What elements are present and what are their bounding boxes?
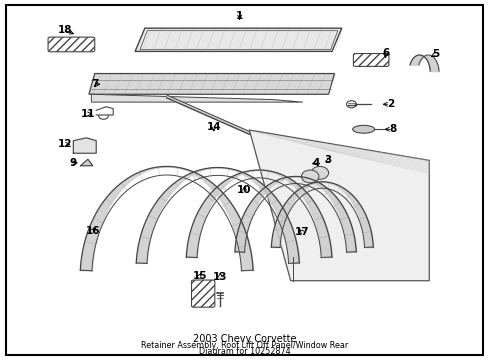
Text: 16: 16 xyxy=(85,226,100,236)
FancyBboxPatch shape xyxy=(353,54,388,66)
Polygon shape xyxy=(89,73,334,94)
Text: Retainer Assembly, Roof Lift Off Panel/Window Rear: Retainer Assembly, Roof Lift Off Panel/W… xyxy=(141,341,347,350)
Polygon shape xyxy=(73,138,96,153)
Text: 14: 14 xyxy=(206,122,221,132)
Text: 12: 12 xyxy=(57,139,72,149)
Polygon shape xyxy=(91,94,302,102)
Text: 17: 17 xyxy=(294,227,308,237)
FancyBboxPatch shape xyxy=(48,37,95,52)
Polygon shape xyxy=(249,130,428,281)
Text: 6: 6 xyxy=(381,48,388,58)
Text: 15: 15 xyxy=(192,271,206,281)
Text: 13: 13 xyxy=(212,272,227,282)
Circle shape xyxy=(310,166,328,179)
Text: 9: 9 xyxy=(70,158,77,168)
Text: 3: 3 xyxy=(324,156,331,165)
Text: 1: 1 xyxy=(236,11,243,21)
Polygon shape xyxy=(135,28,341,51)
Text: 2003 Chevy Corvette: 2003 Chevy Corvette xyxy=(192,334,296,344)
Text: 2: 2 xyxy=(386,99,393,109)
Text: Diagram for 10252874: Diagram for 10252874 xyxy=(198,347,290,356)
Text: 4: 4 xyxy=(312,158,320,168)
Text: 8: 8 xyxy=(388,124,396,134)
Polygon shape xyxy=(81,159,93,166)
Text: 18: 18 xyxy=(57,25,72,35)
Text: 5: 5 xyxy=(431,49,438,59)
Ellipse shape xyxy=(352,125,374,133)
Circle shape xyxy=(301,170,318,183)
FancyBboxPatch shape xyxy=(191,280,214,307)
Text: 7: 7 xyxy=(91,79,98,89)
Text: 11: 11 xyxy=(81,109,95,119)
Text: 10: 10 xyxy=(237,185,251,195)
